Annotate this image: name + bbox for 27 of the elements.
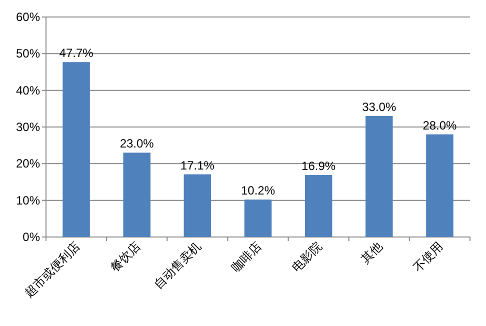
- bar: [244, 200, 272, 237]
- data-label: 28.0%: [422, 118, 458, 132]
- y-tick-label: 30%: [16, 120, 40, 134]
- bar: [304, 175, 332, 237]
- x-tick-label: 咖啡店: [228, 239, 264, 275]
- y-tick-label: 60%: [16, 10, 40, 24]
- bar: [62, 62, 90, 237]
- x-tick-label: 自动售卖机: [151, 239, 204, 292]
- y-tick-label: 0%: [22, 230, 40, 244]
- data-label: 10.2%: [240, 184, 276, 198]
- bar: [123, 152, 150, 237]
- data-label: 16.9%: [302, 159, 336, 174]
- x-tick-label: 电影院: [289, 239, 325, 275]
- y-tick-label: 10%: [16, 193, 40, 208]
- y-tick-label: 40%: [16, 83, 40, 98]
- x-tick-label: 餐饮店: [108, 239, 143, 275]
- data-label: 47.7%: [59, 46, 94, 60]
- x-tick-label: 其他: [358, 239, 386, 266]
- data-label: 33.0%: [362, 100, 396, 114]
- data-label: 23.0%: [120, 136, 154, 151]
- y-tick-label: 20%: [16, 156, 40, 171]
- x-tick-label: 不使用: [410, 239, 446, 275]
- bar: [426, 134, 454, 237]
- y-tick-label: 50%: [16, 46, 40, 61]
- bar: [366, 116, 393, 237]
- data-label: 17.1%: [180, 158, 215, 172]
- bar: [184, 174, 212, 237]
